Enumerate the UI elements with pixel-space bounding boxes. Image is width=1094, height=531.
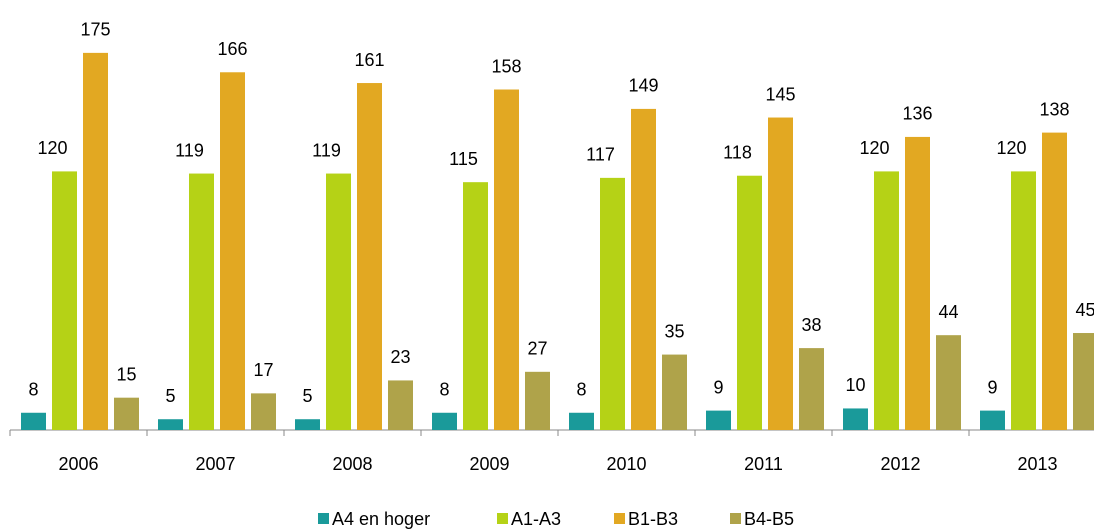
value-label: 118 xyxy=(723,142,752,162)
legend-label: B1-B3 xyxy=(628,509,678,529)
value-label: 117 xyxy=(586,145,615,165)
value-label: 8 xyxy=(439,380,449,400)
x-tick-label: 2007 xyxy=(195,454,235,474)
value-label: 5 xyxy=(302,386,312,406)
legend-label: A4 en hoger xyxy=(332,509,430,529)
bar xyxy=(251,393,276,430)
value-label: 45 xyxy=(1075,300,1094,320)
bar xyxy=(737,175,762,430)
value-label: 175 xyxy=(80,20,110,40)
value-label: 44 xyxy=(938,302,958,322)
value-label: 115 xyxy=(449,149,478,169)
bar xyxy=(326,173,351,430)
bar xyxy=(843,408,868,430)
bar xyxy=(525,371,550,430)
value-label: 136 xyxy=(902,104,932,124)
value-label: 9 xyxy=(713,377,723,397)
value-label: 119 xyxy=(175,140,204,160)
bar xyxy=(494,89,519,430)
value-label: 8 xyxy=(28,380,38,400)
value-label: 9 xyxy=(987,377,997,397)
value-label: 120 xyxy=(859,138,889,158)
bar xyxy=(21,412,46,430)
bar xyxy=(600,177,625,430)
value-label: 10 xyxy=(845,375,865,395)
x-tick-label: 2010 xyxy=(606,454,646,474)
value-label: 138 xyxy=(1039,99,1069,119)
bar xyxy=(980,410,1005,430)
bar xyxy=(357,83,382,431)
value-label: 166 xyxy=(217,39,247,59)
legend-label: A1-A3 xyxy=(511,509,561,529)
x-tick-label: 2011 xyxy=(744,454,783,474)
bar xyxy=(799,348,824,430)
legend-label: B4-B5 xyxy=(744,509,794,529)
value-label: 27 xyxy=(527,339,547,359)
bar xyxy=(220,72,245,431)
x-tick-label: 2012 xyxy=(880,454,920,474)
bar xyxy=(114,397,139,430)
bar xyxy=(463,182,488,430)
bar xyxy=(1042,132,1067,431)
legend-swatch xyxy=(318,513,329,524)
value-label: 119 xyxy=(312,140,341,160)
bar xyxy=(768,117,793,431)
bar xyxy=(706,410,731,430)
bar xyxy=(83,52,108,430)
bar xyxy=(432,412,457,430)
bar xyxy=(158,419,183,430)
legend-swatch xyxy=(730,513,741,524)
x-tick-label: 2008 xyxy=(332,454,372,474)
value-label: 5 xyxy=(165,386,175,406)
value-label: 23 xyxy=(390,347,410,367)
value-label: 120 xyxy=(37,138,67,158)
value-label: 145 xyxy=(765,84,795,104)
x-tick-label: 2009 xyxy=(469,454,509,474)
bar xyxy=(189,173,214,430)
value-label: 17 xyxy=(253,360,273,380)
bar xyxy=(905,136,930,431)
bar xyxy=(295,419,320,430)
bar xyxy=(1073,333,1094,430)
value-label: 15 xyxy=(116,364,136,384)
legend-swatch xyxy=(614,513,625,524)
x-tick-label: 2013 xyxy=(1017,454,1057,474)
value-label: 8 xyxy=(576,380,586,400)
value-label: 38 xyxy=(801,315,821,335)
bar xyxy=(662,354,687,430)
value-label: 149 xyxy=(628,76,658,96)
bar xyxy=(569,412,594,430)
legend-swatch xyxy=(497,513,508,524)
bar xyxy=(631,108,656,430)
bar xyxy=(52,171,77,430)
value-label: 158 xyxy=(491,56,521,76)
bar xyxy=(874,171,899,430)
bar xyxy=(1011,171,1036,430)
x-tick-label: 2006 xyxy=(58,454,98,474)
bar xyxy=(388,380,413,430)
value-label: 35 xyxy=(664,321,684,341)
value-label: 120 xyxy=(996,138,1026,158)
bar xyxy=(936,335,961,430)
value-label: 161 xyxy=(354,50,384,70)
